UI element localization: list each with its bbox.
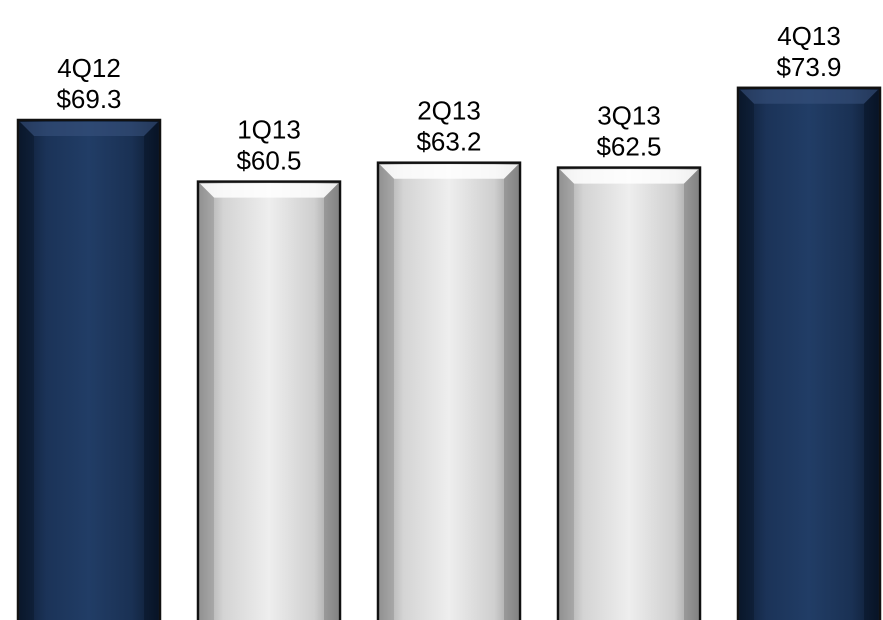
bar-bevel-left bbox=[380, 164, 394, 620]
labels-layer: 4Q12$69.3 1Q13$60.5 2Q13$63.2 3Q13$62.5 4Q13… bbox=[56, 21, 841, 176]
bar-bevel-top bbox=[740, 89, 878, 104]
bar-bevel-right bbox=[864, 89, 878, 620]
bar-rect bbox=[736, 86, 882, 620]
bar-bevel-left bbox=[20, 122, 34, 620]
bar-bevel-right bbox=[324, 183, 338, 620]
category-label: 2Q13 bbox=[417, 96, 481, 126]
bar-bevel-top bbox=[200, 183, 338, 198]
value-label: $60.5 bbox=[236, 146, 301, 176]
bar-rect bbox=[376, 161, 522, 620]
bar-rect bbox=[556, 166, 702, 620]
bar-4q12 bbox=[16, 118, 162, 620]
category-label: 3Q13 bbox=[597, 101, 661, 131]
bar-bevel-left bbox=[740, 89, 754, 620]
bar-bevel-right bbox=[684, 169, 698, 620]
bar-bevel-left bbox=[200, 183, 214, 620]
bar-3q13 bbox=[556, 166, 702, 620]
bar-bevel-right bbox=[144, 122, 158, 620]
value-label: $69.3 bbox=[56, 84, 121, 114]
bar-2q13 bbox=[376, 161, 522, 620]
bar-bevel-top bbox=[380, 164, 518, 179]
bar-4q13 bbox=[736, 86, 882, 620]
bars-layer bbox=[16, 86, 882, 620]
bar-rect bbox=[196, 180, 342, 620]
category-label: 1Q13 bbox=[237, 115, 301, 145]
category-label: 4Q12 bbox=[57, 53, 121, 83]
bar-rect bbox=[16, 118, 162, 620]
bar-bevel-top bbox=[20, 122, 158, 136]
bar-1q13 bbox=[196, 180, 342, 620]
value-label: $63.2 bbox=[416, 127, 481, 157]
bar-bevel-left bbox=[560, 169, 574, 620]
category-label: 4Q13 bbox=[777, 21, 841, 51]
value-label: $73.9 bbox=[776, 52, 841, 82]
bar-bevel-top bbox=[560, 169, 698, 184]
bar-bevel-right bbox=[504, 164, 518, 620]
value-label: $62.5 bbox=[596, 132, 661, 162]
